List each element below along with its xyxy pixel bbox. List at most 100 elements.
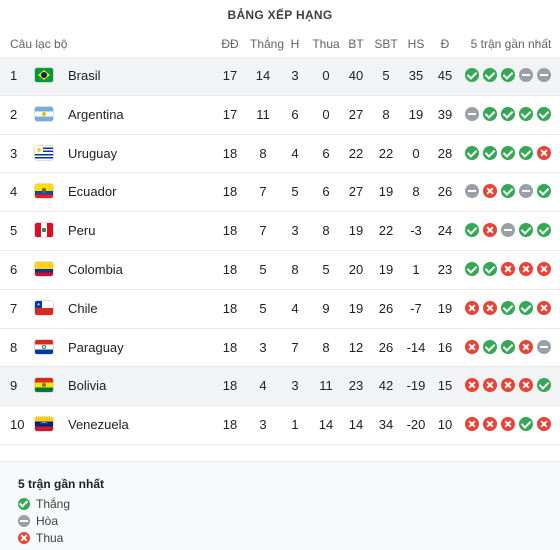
lost-cell: 8 (322, 223, 330, 239)
close-icon (465, 378, 479, 393)
header-goal-difference: HS (407, 37, 425, 51)
check-icon (519, 223, 533, 238)
close-icon (483, 417, 497, 432)
form-indicators (465, 417, 555, 433)
played-cell: 18 (222, 261, 238, 277)
team-name[interactable]: Chile (68, 300, 98, 316)
goals-against-cell: 26 (378, 300, 394, 316)
table-row[interactable]: 8 Paraguay 18 3 7 8 12 26 -14 16 (0, 329, 560, 368)
won-cell: 5 (259, 300, 267, 316)
won-cell: 7 (259, 223, 267, 239)
peru-flag-icon (35, 223, 53, 238)
played-cell: 17 (222, 68, 238, 83)
uruguay-flag-icon (35, 145, 53, 160)
close-icon (465, 300, 479, 315)
table-row[interactable]: 2 Argentina 17 11 6 0 27 8 19 39 (0, 96, 560, 135)
standings-table: 1 Brasil 17 14 3 0 40 5 35 45 2 Argentina 17 11 6 0 27 8 1… (0, 57, 560, 445)
table-row[interactable]: 10 Venezuela 18 3 1 14 14 34 -20 10 (0, 406, 560, 445)
team-name[interactable]: Paraguay (68, 339, 124, 355)
rank-cell: 8 (10, 339, 18, 355)
team-name[interactable]: Peru (68, 223, 96, 239)
team-name[interactable]: Brasil (68, 68, 101, 83)
won-cell: 3 (259, 339, 267, 355)
venezuela-flag-icon (35, 417, 53, 432)
won-cell: 11 (256, 106, 270, 122)
goal-difference-cell: -19 (406, 378, 426, 394)
goals-for-cell: 27 (348, 106, 364, 122)
close-icon (18, 532, 30, 544)
rank-cell: 1 (10, 68, 18, 83)
rank-cell: 7 (10, 300, 18, 316)
minus-icon (519, 68, 533, 82)
won-cell: 8 (259, 145, 267, 161)
goal-difference-cell: 19 (408, 106, 424, 122)
team-name[interactable]: Uruguay (68, 145, 118, 161)
check-icon (537, 184, 551, 199)
colombia-flag-icon (35, 261, 53, 276)
played-cell: 17 (222, 106, 238, 122)
team-name[interactable]: Ecuador (68, 184, 117, 200)
won-cell: 3 (259, 417, 267, 433)
legend-loss-label: Thua (36, 531, 64, 545)
table-row[interactable]: 4 Ecuador 18 7 5 6 27 19 8 26 (0, 173, 560, 213)
table-row[interactable]: 7 Chile 18 5 4 9 19 26 -7 19 (0, 290, 560, 329)
team-name[interactable]: Venezuela (68, 417, 129, 433)
table-header: Câu lạc bộ ĐĐ Thắng H Thua BT SBT HS Đ 5… (0, 37, 560, 53)
close-icon (501, 378, 515, 393)
table-row[interactable]: 9 Bolivia 18 4 3 11 23 42 -19 15 (0, 367, 560, 407)
goals-against-cell: 19 (378, 261, 394, 277)
goals-against-cell: 19 (378, 184, 394, 200)
draw-cell: 3 (291, 378, 299, 394)
check-icon (501, 145, 515, 160)
minus-icon (465, 106, 479, 121)
points-cell: 10 (437, 417, 453, 433)
minus-icon (537, 339, 551, 354)
goal-difference-cell: -3 (410, 223, 422, 239)
goals-for-cell: 14 (348, 417, 364, 433)
points-cell: 15 (437, 378, 453, 394)
played-cell: 18 (222, 184, 238, 200)
rank-cell: 4 (10, 184, 18, 200)
team-name[interactable]: Colombia (68, 261, 123, 277)
lost-cell: 0 (322, 68, 330, 83)
goal-difference-cell: 8 (412, 184, 420, 200)
table-row[interactable]: 6 Colombia 18 5 8 5 20 19 1 23 (0, 251, 560, 290)
check-icon (483, 339, 497, 354)
table-row[interactable]: 5 Peru 18 7 3 8 19 22 -3 24 (0, 212, 560, 251)
team-name[interactable]: Bolivia (68, 378, 107, 394)
close-icon (537, 417, 551, 432)
rank-cell: 6 (10, 261, 18, 277)
table-row[interactable]: 3 Uruguay 18 8 4 6 22 22 0 28 (0, 135, 560, 174)
rank-cell: 5 (10, 223, 18, 239)
chile-flag-icon (35, 300, 53, 315)
form-indicators (465, 339, 555, 356)
argentina-flag-icon (35, 106, 53, 121)
goals-against-cell: 22 (378, 223, 394, 239)
form-indicators (465, 378, 555, 394)
header-draw: H (290, 37, 300, 51)
goals-for-cell: 20 (348, 261, 364, 277)
form-legend: 5 trận gần nhất Thắng Hòa Thua (0, 461, 560, 550)
points-cell: 24 (437, 223, 453, 239)
table-row[interactable]: 1 Brasil 17 14 3 0 40 5 35 45 (0, 57, 560, 96)
team-name[interactable]: Argentina (68, 106, 124, 122)
won-cell: 5 (259, 261, 267, 277)
close-icon (501, 261, 515, 276)
goals-for-cell: 19 (348, 223, 364, 239)
draw-cell: 3 (291, 68, 299, 83)
close-icon (483, 184, 497, 199)
check-icon (501, 339, 515, 354)
played-cell: 18 (222, 339, 238, 355)
standings-title: BẢNG XẾP HẠNG (227, 8, 333, 22)
goals-for-cell: 22 (348, 145, 364, 161)
lost-cell: 8 (322, 339, 330, 355)
close-icon (483, 300, 497, 315)
won-cell: 4 (259, 378, 267, 394)
check-icon (483, 106, 497, 121)
check-icon (465, 68, 479, 82)
header-goals-for: BT (348, 37, 364, 51)
form-indicators (465, 300, 555, 317)
check-icon (501, 184, 515, 199)
lost-cell: 0 (322, 106, 330, 122)
lost-cell: 14 (318, 417, 334, 433)
